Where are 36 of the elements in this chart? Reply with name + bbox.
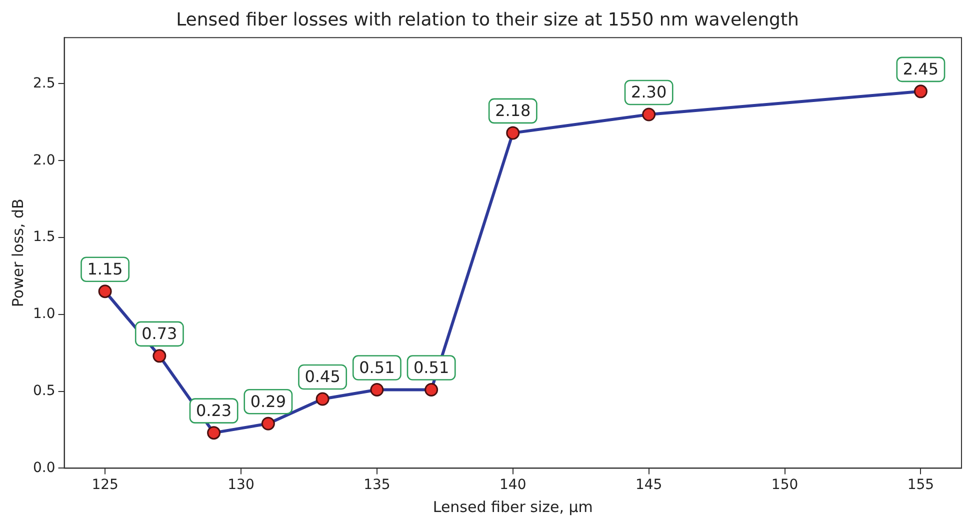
y-tick-label: 0.5 <box>33 382 56 399</box>
data-label: 0.29 <box>250 392 286 411</box>
y-tick-label: 2.0 <box>33 152 56 168</box>
data-label: 0.23 <box>196 400 232 420</box>
y-tick-label: 1.0 <box>33 306 56 322</box>
x-tick-label: 125 <box>92 477 118 494</box>
x-tick-label: 140 <box>500 477 526 494</box>
x-tick-label: 145 <box>635 477 662 494</box>
point <box>642 108 656 122</box>
data-label: 0.51 <box>359 358 395 377</box>
data-label: 1.15 <box>87 260 123 279</box>
x-axis-title: Lensed fiber size, μm <box>432 498 593 516</box>
point <box>98 284 112 298</box>
y-axis-title: Power loss, dB <box>8 198 27 308</box>
data-label: 2.45 <box>902 60 939 79</box>
data-label: 0.73 <box>142 324 178 344</box>
x-tick-label: 155 <box>907 477 934 494</box>
data-label: 0.45 <box>304 367 340 386</box>
point <box>316 392 330 406</box>
point <box>914 84 928 98</box>
point <box>261 416 275 430</box>
chart-title: Lensed fiber losses with relation to their size at 1550 nm wavelength <box>176 9 799 30</box>
x-tick-label: 150 <box>771 477 798 494</box>
point <box>506 126 520 140</box>
data-label: 0.51 <box>414 358 450 377</box>
data-label: 2.30 <box>631 82 667 102</box>
point <box>424 383 438 397</box>
x-tick-label: 135 <box>364 477 390 494</box>
x-tick-label: 130 <box>228 477 254 494</box>
point <box>370 383 384 397</box>
point <box>207 426 221 440</box>
y-tick-label: 1.5 <box>33 229 56 246</box>
data-label: 2.18 <box>495 101 531 120</box>
y-tick-label: 2.5 <box>33 75 56 92</box>
y-tick-label: 0.0 <box>33 460 56 476</box>
point <box>152 349 166 363</box>
